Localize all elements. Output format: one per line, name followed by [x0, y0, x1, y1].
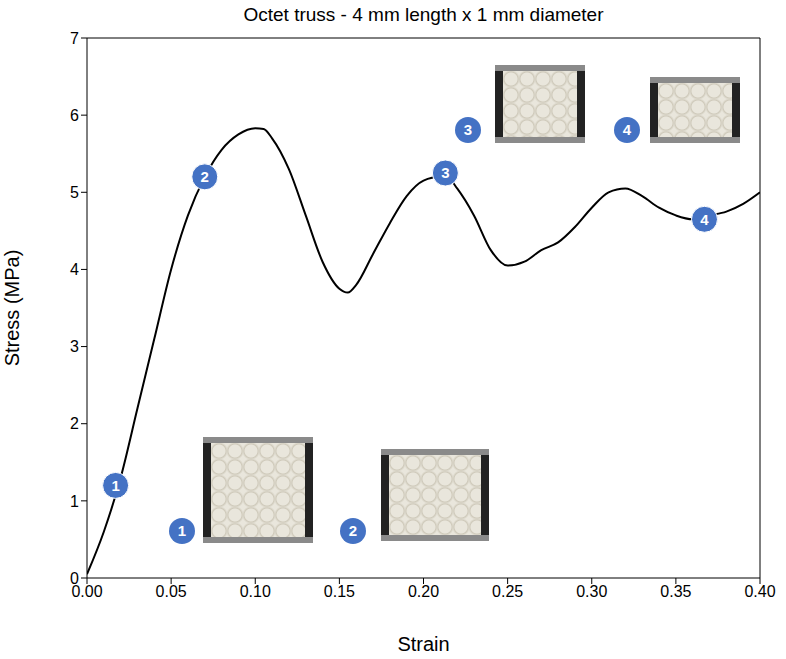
html-text:3: 3: [463, 121, 473, 138]
svg-text:4: 4: [70, 261, 79, 278]
svg-text:5: 5: [70, 184, 79, 201]
svg-text:Strain: Strain: [397, 633, 449, 655]
html-text:Octet truss - 4 mm length x 1: Octet truss - 4 mm length x 1 mm diamete…: [243, 4, 604, 25]
svg-text:0.05: 0.05: [156, 583, 187, 600]
svg-text:0.35: 0.35: [660, 583, 691, 600]
svg-text:0.15: 0.15: [324, 583, 355, 600]
svg-text:4: 4: [700, 211, 709, 228]
svg-text:0.00: 0.00: [71, 583, 103, 601]
svg-text:0.40: 0.40: [744, 583, 775, 600]
svg-text:6: 6: [70, 107, 79, 124]
svg-text:3: 3: [441, 164, 449, 181]
svg-text:7: 7: [70, 30, 79, 47]
svg-text:1: 1: [111, 477, 119, 494]
svg-text:0.25: 0.25: [492, 583, 523, 600]
svg-text:2: 2: [70, 415, 79, 432]
html-text:1: 1: [177, 522, 187, 539]
html-text:2: 2: [348, 522, 358, 539]
svg-text:0.20: 0.20: [408, 583, 439, 600]
html-text:4: 4: [622, 121, 632, 138]
svg-text:0.10: 0.10: [240, 583, 271, 600]
svg-text:1: 1: [70, 493, 79, 510]
svg-text:2: 2: [201, 168, 209, 185]
svg-text:0.30: 0.30: [576, 583, 607, 600]
svg-text:0: 0: [70, 570, 79, 587]
svg-text:Stress (MPa): Stress (MPa): [1, 250, 23, 367]
svg-text:3: 3: [70, 338, 79, 355]
